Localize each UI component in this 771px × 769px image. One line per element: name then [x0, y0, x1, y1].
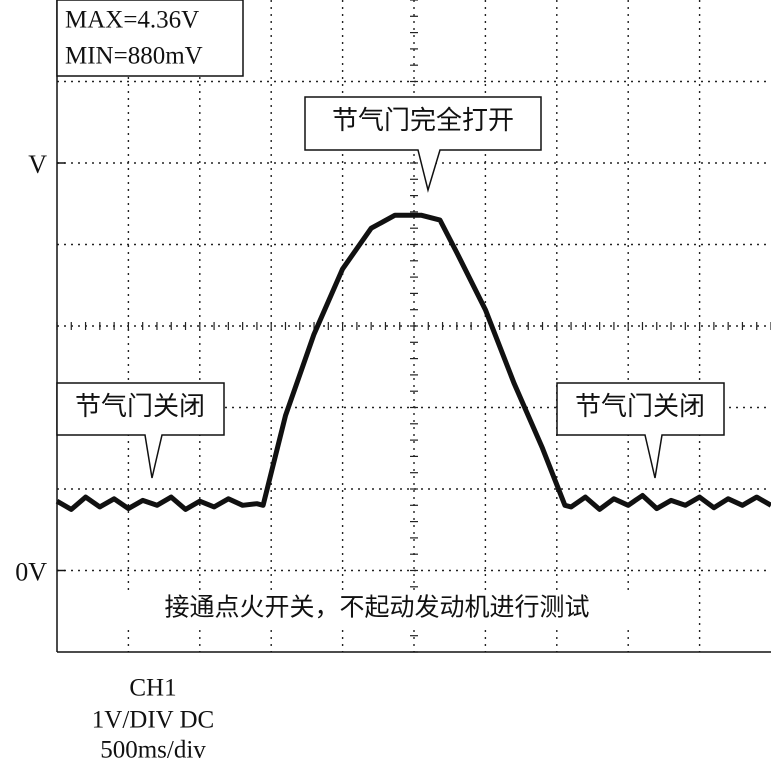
caption: 接通点火开关，不起动发动机进行测试	[164, 594, 589, 622]
annotation: 节气门完全打开	[332, 106, 514, 135]
annotation: 节气门关闭	[75, 392, 205, 421]
callout	[556, 382, 725, 479]
channel-info: 1V/DIV DC	[92, 707, 214, 734]
y-tick-label: 0V	[15, 557, 47, 586]
caption-bg	[95, 592, 660, 628]
callout	[304, 96, 542, 193]
readout: MAX=4.36V	[65, 7, 199, 34]
channel-info: CH1	[129, 675, 176, 702]
readout: MIN=880mV	[65, 43, 203, 70]
callout	[56, 382, 225, 479]
grid	[56, 0, 771, 653]
y-tick-label: V	[28, 150, 47, 179]
annotation: 节气门关闭	[575, 392, 705, 421]
waveform	[55, 212, 771, 512]
channel-info: 500ms/div	[100, 737, 206, 764]
readout-box	[56, 0, 244, 77]
marks	[55, 212, 771, 512]
